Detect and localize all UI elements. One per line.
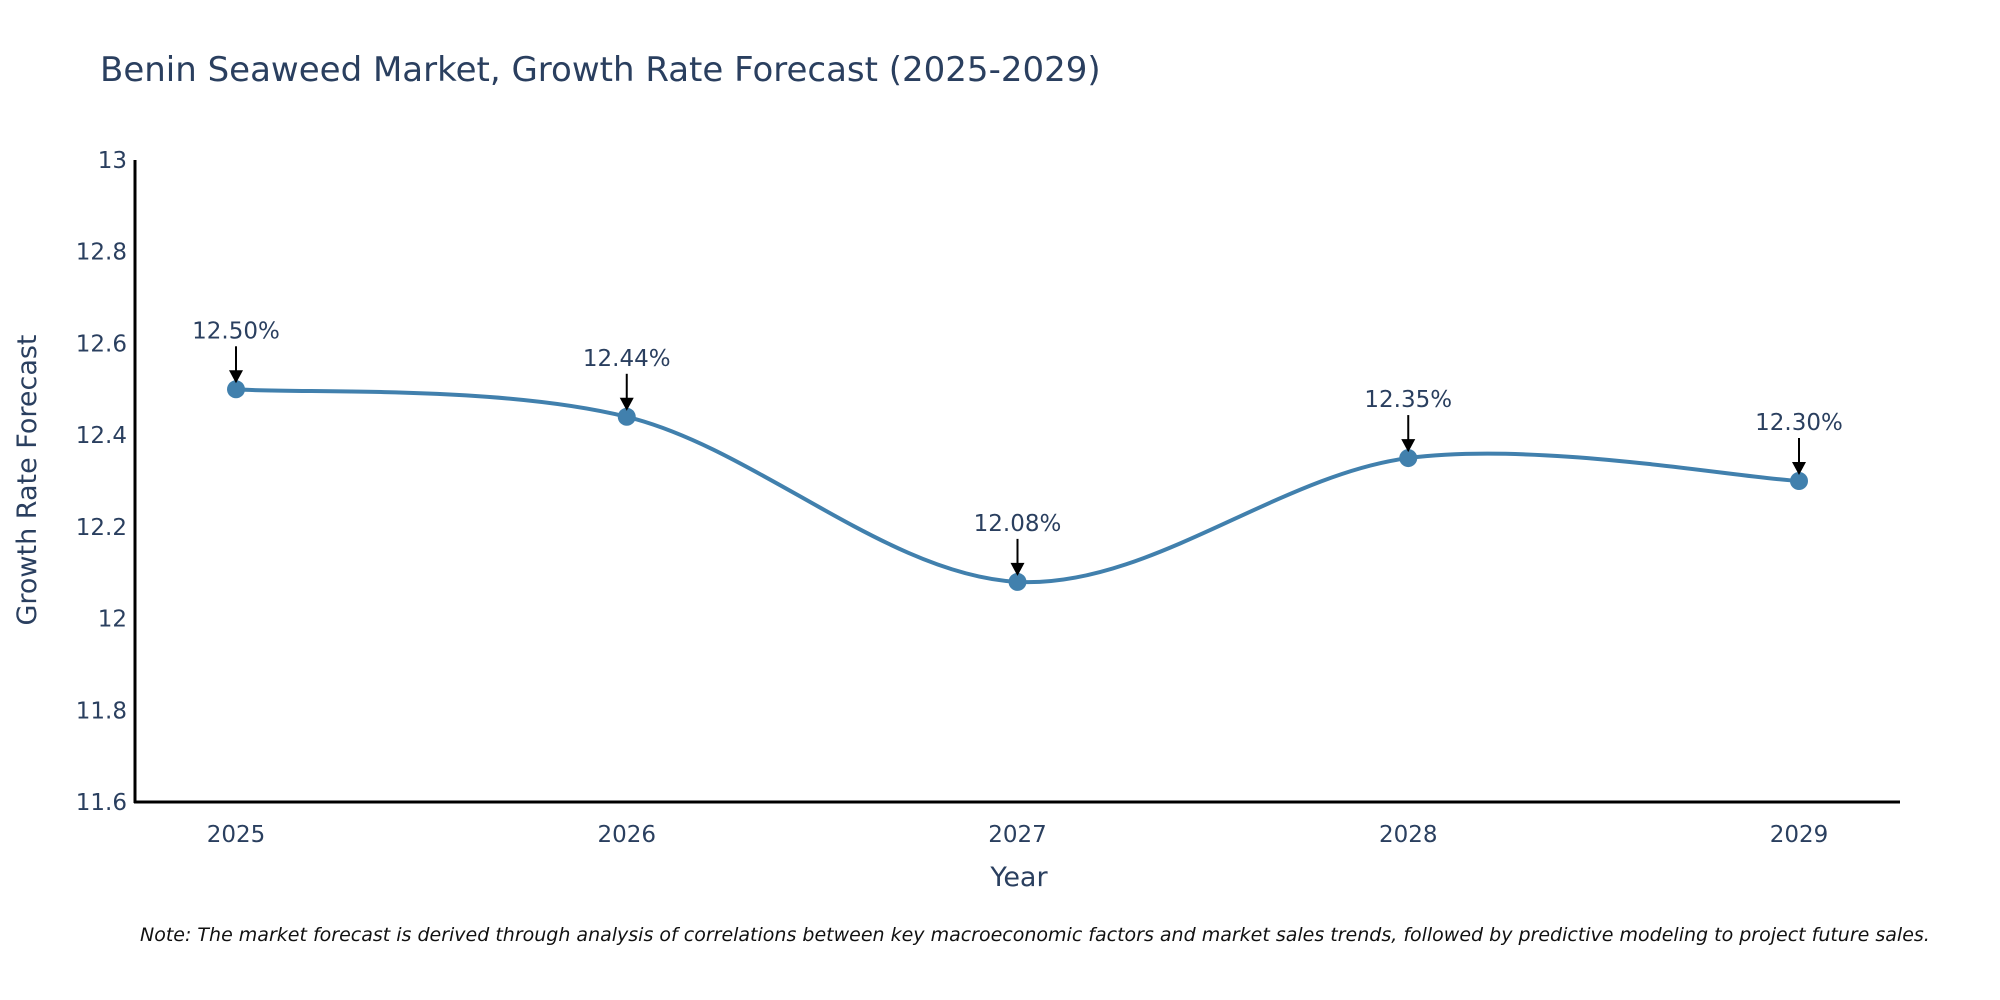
x-tick-label: 2028 [1379, 822, 1438, 848]
x-tick-label: 2029 [1770, 822, 1829, 848]
data-point-marker[interactable] [227, 380, 245, 399]
annotation-arrow-head [229, 370, 243, 384]
x-tick-label: 2027 [988, 822, 1047, 848]
y-tick-label: 12.2 [76, 515, 127, 541]
annotation-arrow-head [619, 397, 634, 411]
data-label: 12.08% [974, 511, 1062, 537]
data-label-annotations: 12.50% 12.44% 12.08% 12.35% 12.30% [192, 318, 1843, 576]
y-tick-label: 12 [98, 607, 127, 633]
data-label: 12.30% [1755, 410, 1843, 436]
data-point-marker[interactable] [1790, 472, 1808, 490]
y-tick-label: 12.4 [76, 423, 127, 449]
annotation-arrow-head [1792, 462, 1806, 475]
x-axis-ticks: 2025 2026 2027 2028 2029 [207, 822, 1829, 848]
y-tick-label: 12.6 [76, 331, 127, 357]
data-label: 12.35% [1364, 387, 1452, 413]
x-axis-title: Year [989, 862, 1048, 893]
annotation-arrow-head [1010, 562, 1025, 576]
data-point-marker[interactable] [1399, 449, 1418, 468]
y-tick-label: 11.8 [76, 698, 127, 724]
data-point-marker[interactable] [617, 407, 636, 426]
y-tick-label: 11.6 [76, 790, 127, 816]
data-point-marker[interactable] [1008, 572, 1027, 591]
x-tick-label: 2026 [597, 822, 656, 848]
y-tick-label: 13 [98, 148, 127, 174]
data-label: 12.50% [192, 318, 280, 344]
annotation-arrow-head [1401, 439, 1416, 453]
y-axis-ticks: 11.6 11.8 12 12.2 12.4 12.6 12.8 13 [76, 148, 127, 816]
chart-title: Benin Seaweed Market, Growth Rate Foreca… [100, 50, 1101, 90]
data-label: 12.44% [583, 346, 671, 372]
x-tick-label: 2025 [207, 822, 266, 848]
methodology-note: Note: The market forecast is derived thr… [140, 924, 1930, 946]
y-tick-label: 12.8 [76, 240, 127, 266]
y-axis-title: Growth Rate Forecast [12, 334, 43, 625]
data-point-markers [227, 380, 1808, 591]
